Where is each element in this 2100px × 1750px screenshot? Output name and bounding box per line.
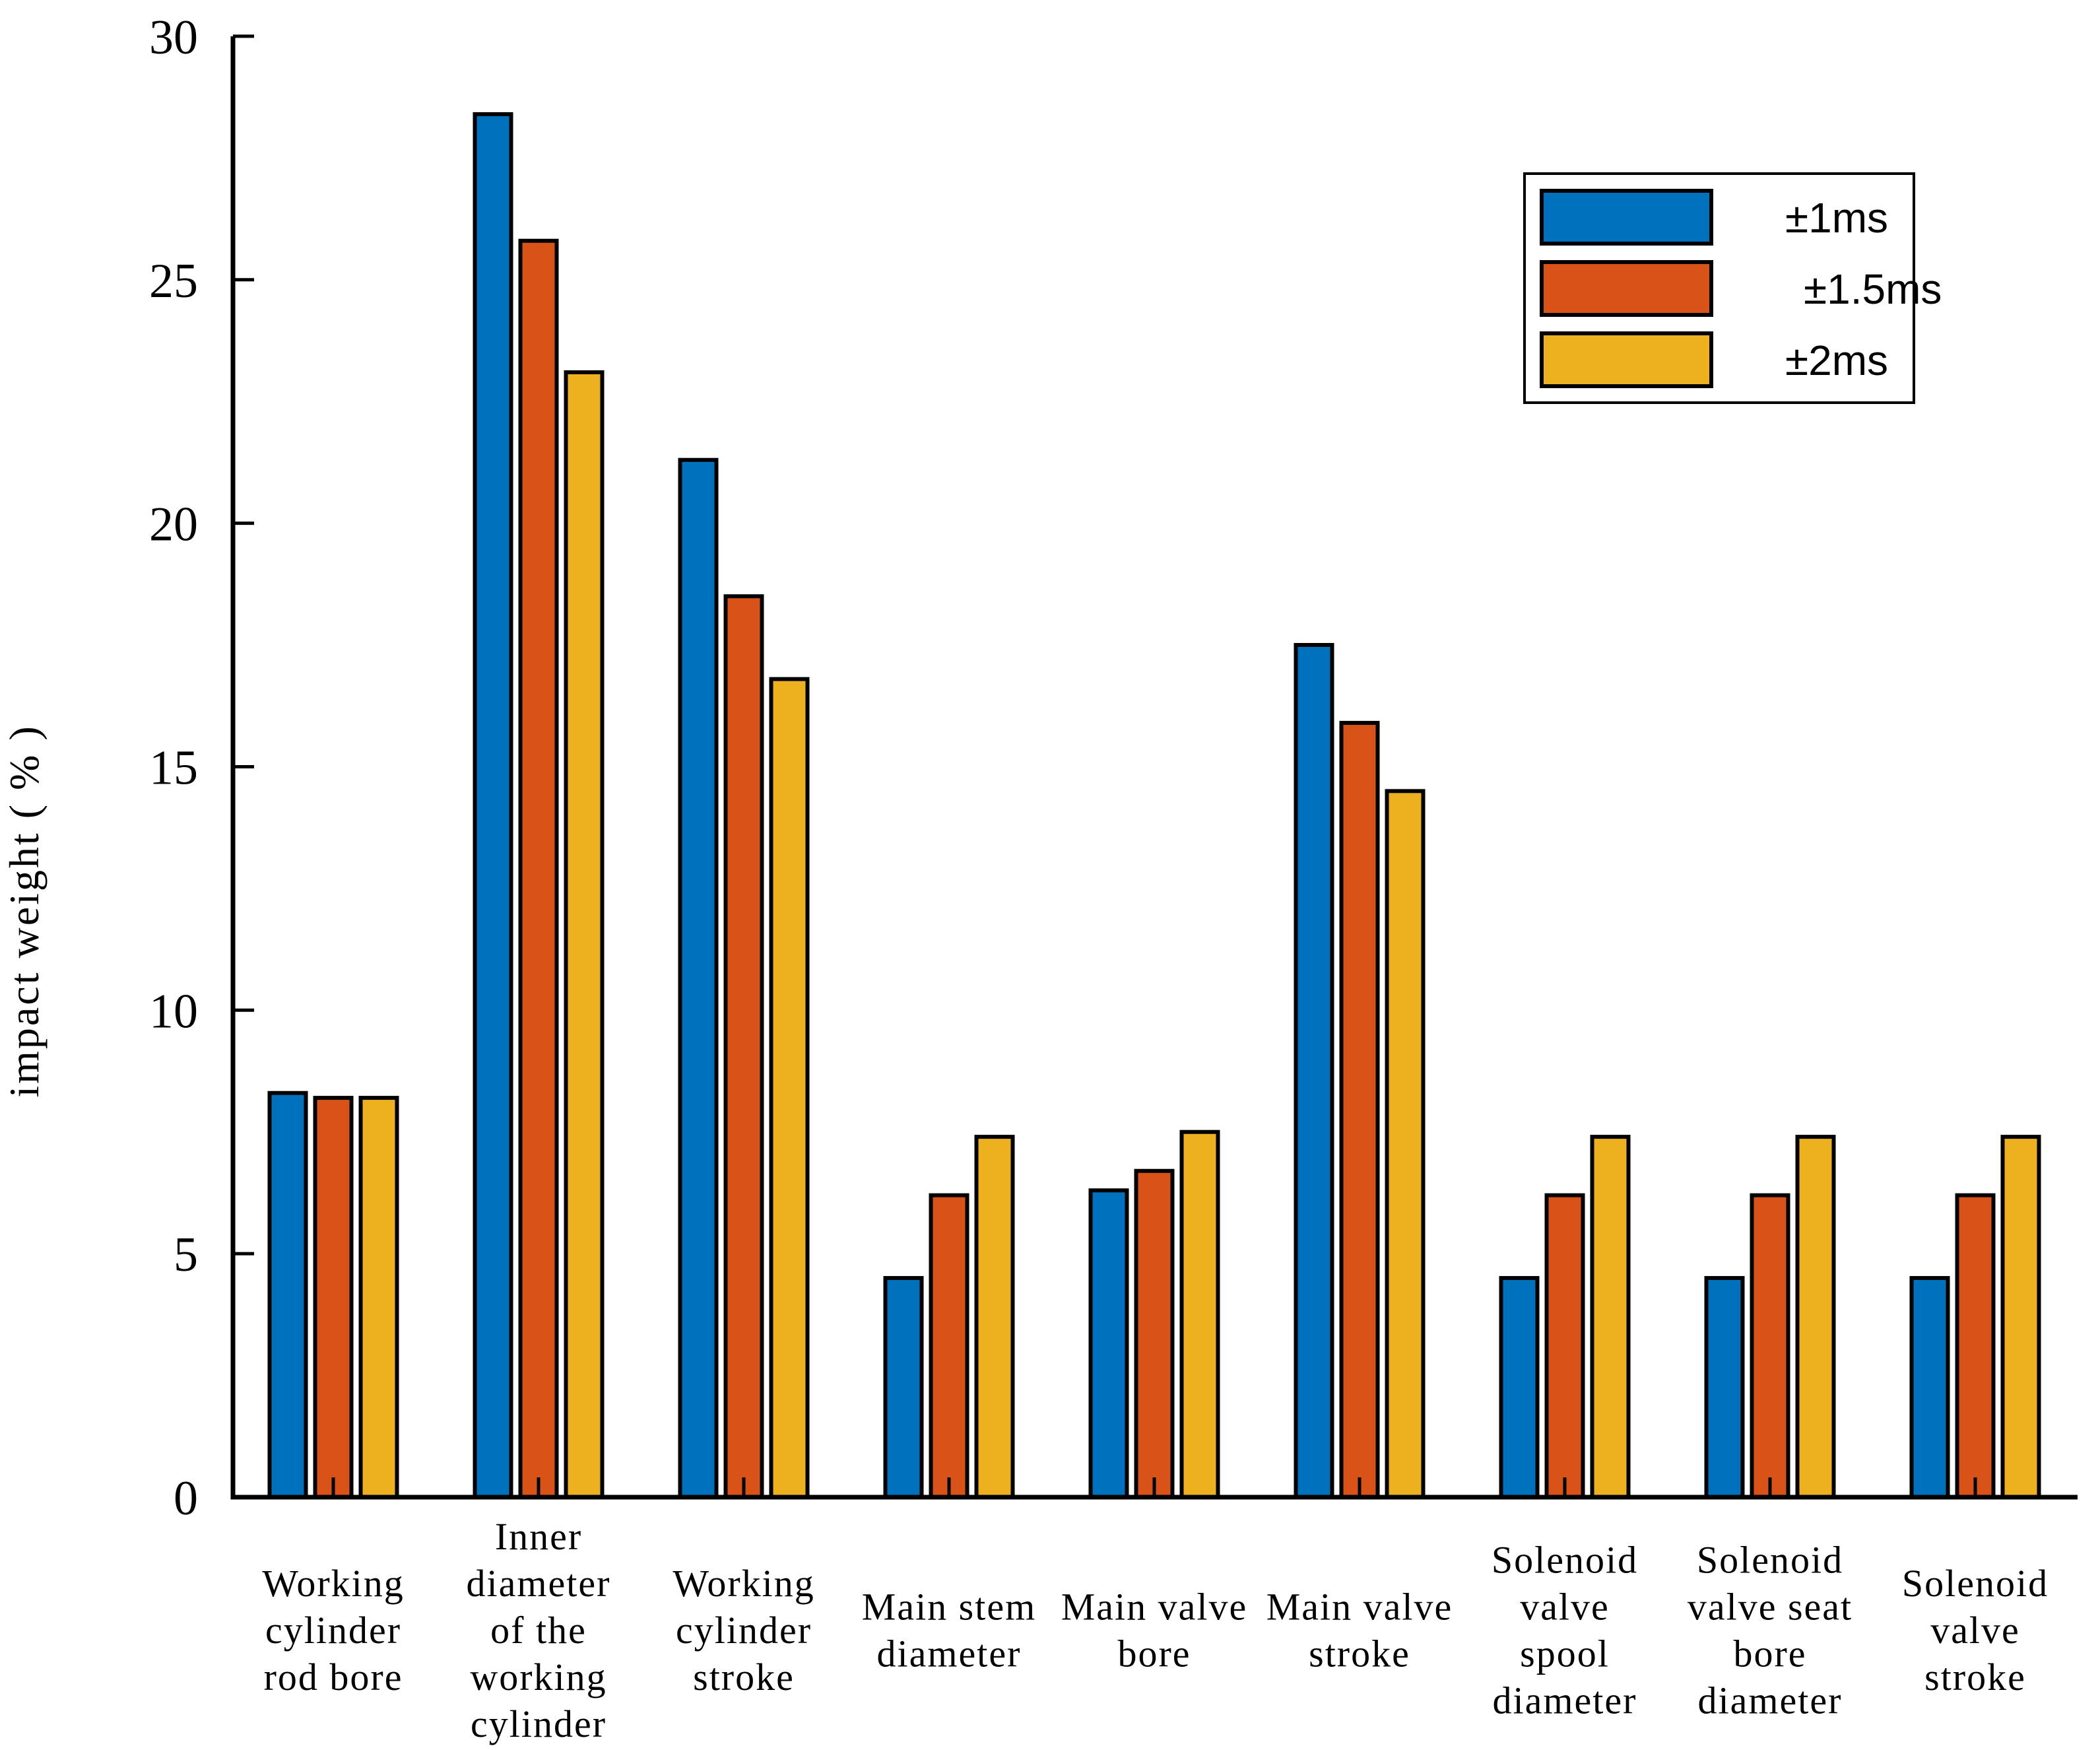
bar-series2-cat7 [1795,1135,1836,1500]
bar-series0-cat6 [1499,1276,1540,1500]
x-tick-label-line: Solenoid [1492,1539,1638,1582]
x-tick-label-line: working [470,1656,607,1699]
legend-swatch-series2 [1540,331,1713,388]
bar-series1-cat0 [313,1096,354,1500]
y-tick-label-15: 15 [149,741,198,795]
bar-series0-cat4 [1088,1188,1129,1500]
x-tick-label-line: Working [673,1562,815,1605]
x-tick-label-line: stroke [1309,1632,1410,1675]
bar-series2-cat2 [769,677,810,1499]
bar-series0-cat5 [1294,643,1334,1499]
x-tick-label-line: diameter [877,1632,1022,1675]
y-tick-label-20: 20 [149,498,198,552]
y-tick-label-10: 10 [149,984,198,1038]
bar-series0-cat3 [883,1276,924,1500]
bar-series2-cat5 [1385,789,1426,1499]
x-tick-label-line: spool [1520,1632,1610,1675]
bar-series1-cat4 [1134,1168,1175,1499]
x-tick-label-line: Main stem [862,1586,1036,1629]
bar-series2-cat6 [1590,1135,1631,1500]
bar-series0-cat2 [678,457,719,1499]
x-tick-label-line: diameter [1493,1679,1637,1722]
legend: ±1ms ±1.5ms ±2ms [1523,172,1942,404]
x-tick-label-line: valve seat [1688,1586,1853,1629]
x-tick-label-line: Working [262,1562,405,1605]
bar-series0-cat0 [267,1091,308,1499]
bar-series0-cat8 [1909,1276,1950,1500]
x-tick-label-line: valve [1930,1609,2020,1652]
x-tick-label-line: rod bore [264,1656,403,1699]
x-tick-label-line: diameter [1698,1679,1843,1722]
x-tick-label-line: Main valve [1266,1586,1453,1629]
bar-series2-cat1 [564,370,605,1500]
x-tick-label-line: Solenoid [1697,1539,1843,1582]
legend-label-series2: ±2ms [1785,337,1888,384]
y-tick-label-0: 0 [174,1471,198,1526]
bar-series2-cat3 [974,1135,1015,1500]
x-tick-label-line: cylinder [471,1702,607,1745]
x-tick-label-line: Inner [495,1515,582,1558]
bar-series1-cat2 [723,594,764,1499]
bar-series1-cat3 [929,1193,969,1499]
x-tick-label-line: bore [1733,1632,1806,1675]
x-tick-label-line: of the [490,1609,587,1652]
axes-group: 0 5 10 15 20 25 30 [149,11,2078,1526]
y-tick-label-30: 30 [149,11,198,65]
bar-series1-cat8 [1955,1193,1996,1499]
x-tick-label-line: cylinder [676,1609,812,1652]
y-tick-label-25: 25 [149,254,198,308]
bar-series2-cat4 [1179,1129,1220,1499]
x-tick-label-line: diameter [467,1562,611,1605]
bar-series1-cat1 [518,238,559,1499]
x-tick-label-line: stroke [693,1656,795,1699]
bar-series0-cat7 [1704,1276,1745,1500]
legend-swatch-series1 [1540,260,1713,317]
x-tick-label-line: bore [1117,1632,1191,1675]
x-tick-label-line: valve [1520,1586,1610,1629]
bar-series1-cat7 [1750,1193,1790,1499]
legend-swatch-series0 [1540,189,1713,246]
bar-series2-cat8 [2000,1135,2041,1500]
bar-series1-cat6 [1544,1193,1585,1499]
legend-label-series0: ±1ms [1785,194,1888,242]
x-tick-label-line: stroke [1924,1656,2026,1699]
x-tick-label-line: cylinder [265,1609,401,1652]
bar-series2-cat0 [358,1096,399,1500]
bar-series0-cat1 [473,112,513,1500]
legend-label-series1: ±1.5ms [1804,265,1942,313]
bar-series1-cat5 [1339,721,1380,1499]
x-tick-label-line: Solenoid [1902,1562,2049,1605]
bars-group [267,112,2041,1500]
y-tick-label-5: 5 [174,1228,198,1282]
y-axis-title: impact weight ( % ) [1,724,48,1097]
x-tick-label-line: Main valve [1061,1586,1248,1629]
